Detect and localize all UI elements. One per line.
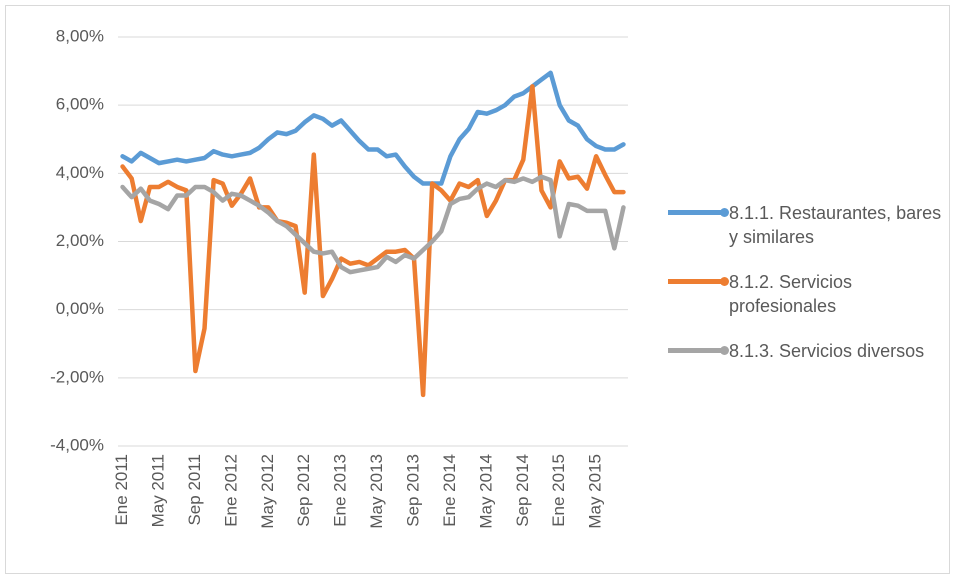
x-tick-label: Ene 2012: [221, 454, 240, 527]
legend-swatch: [668, 208, 729, 217]
y-tick-label: 0,00%: [56, 299, 104, 318]
y-tick-label: 2,00%: [56, 231, 104, 250]
series-line: [120, 70, 626, 186]
y-tick-label: -2,00%: [50, 367, 104, 386]
y-tick-label: 6,00%: [56, 95, 104, 114]
x-tick-label: May 2014: [476, 454, 495, 529]
x-tick-label: Ene 2014: [440, 454, 459, 527]
y-tick-label: 8,00%: [56, 26, 104, 45]
legend-item: 8.1.2. Servicios profesionales: [668, 270, 948, 318]
legend-item: 8.1.3. Servicios diversos: [668, 339, 948, 363]
y-tick-label: 4,00%: [56, 163, 104, 182]
x-tick-label: May 2012: [258, 454, 277, 529]
x-tick-label: Sep 2014: [513, 454, 532, 527]
legend-label: 8.1.1. Restaurantes, bares y similares: [729, 203, 942, 247]
x-tick-label: Ene 2011: [112, 454, 131, 526]
y-tick-label: -4,00%: [50, 435, 104, 454]
legend-label: 8.1.2. Servicios profesionales: [729, 272, 853, 316]
x-tick-label: May 2011: [148, 454, 167, 527]
legend-item: 8.1.1. Restaurantes, bares y similares: [668, 201, 948, 249]
x-tick-label: Ene 2013: [331, 454, 350, 527]
x-tick-label: Sep 2012: [294, 454, 313, 527]
legend-swatch: [668, 277, 729, 286]
series-line: [120, 84, 626, 398]
x-tick-label: May 2015: [586, 454, 605, 529]
legend-swatch: [668, 346, 729, 355]
x-tick-label: Sep 2011: [185, 454, 204, 526]
x-tick-label: Ene 2015: [549, 454, 568, 527]
x-tick-label: Sep 2013: [403, 454, 422, 527]
legend-label: 8.1.3. Servicios diversos: [729, 341, 925, 361]
series-line: [120, 174, 626, 275]
x-tick-label: May 2013: [367, 454, 386, 529]
chart-border: [5, 5, 950, 574]
